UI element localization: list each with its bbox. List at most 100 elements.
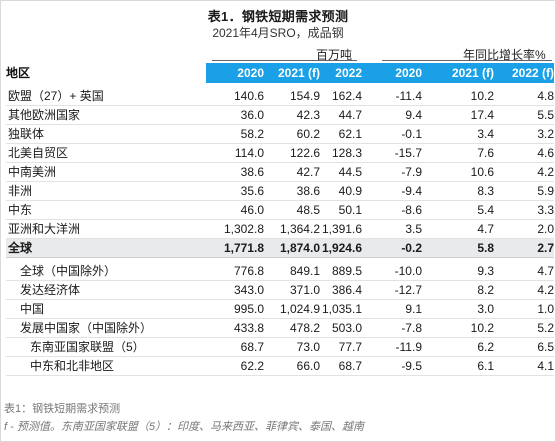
value-cell: 9.3	[477, 264, 494, 278]
value-cell: 4.1	[537, 359, 554, 373]
value-cell: 42.7	[296, 165, 320, 179]
value-cell: 68.7	[240, 340, 264, 354]
value-cell: -11.4	[395, 89, 422, 103]
value-cell: 3.2	[537, 127, 554, 141]
value-cell: 776.8	[233, 264, 264, 278]
value-cell: 995.0	[233, 302, 264, 316]
table-row: 中国 995.0 1,024.9 1,035.1 9.1 3.0 1.0	[6, 300, 554, 319]
value-cell: 162.4	[331, 89, 362, 103]
region-label: 中东和北非地区	[30, 359, 115, 373]
table-row: 发展中国家（中国除外） 433.8 478.2 503.0 -7.8 10.2 5.2	[6, 319, 554, 338]
value-cell: 371.0	[289, 283, 320, 297]
table-row: 发达经济体 343.0 371.0 386.4 -12.7 8.2 4.2	[6, 281, 554, 300]
unit-label-growth-rate: 年同比增长率%	[463, 48, 546, 62]
region-label: 中国	[20, 302, 45, 316]
value-cell: 48.5	[296, 203, 320, 217]
value-cell: 66.0	[296, 359, 320, 373]
region-label: 发达经济体	[20, 283, 81, 297]
value-cell: 503.0	[331, 321, 362, 335]
value-cell: -10.0	[394, 264, 422, 278]
value-cell: 6.1	[477, 359, 494, 373]
value-cell: 44.7	[338, 108, 362, 122]
value-cell: 46.0	[240, 203, 264, 217]
table-caption: 表1：钢铁短期需求预测	[4, 403, 121, 415]
value-cell: 2.0	[537, 222, 554, 236]
value-cell: 3.3	[537, 203, 554, 217]
value-cell: 478.2	[289, 321, 320, 335]
value-cell: 1,924.6	[321, 241, 362, 255]
table-footnote: f - 预测值。东南亚国家联盟（5）：印度、马来西亚、菲律宾、泰国、越南	[4, 421, 364, 433]
region-label: 中南美洲	[8, 165, 57, 179]
value-cell: 3.4	[477, 127, 494, 141]
value-cell: 60.2	[296, 127, 320, 141]
region-label: 其他欧洲国家	[8, 108, 81, 122]
value-cell: 1,035.1	[321, 302, 362, 316]
unit-label-million-tonnes: 百万吨	[316, 48, 353, 62]
value-cell: 38.6	[240, 165, 264, 179]
region-label: 东南亚国家联盟（5）	[30, 340, 145, 354]
value-cell: 5.5	[537, 108, 554, 122]
table-row: 北美自贸区 114.0 122.6 128.3 -15.7 7.6 4.6	[6, 144, 554, 163]
table-row: 东南亚国家联盟（5） 68.7 73.0 77.7 -11.9 6.2 6.5	[6, 338, 554, 357]
value-cell: -7.8	[401, 321, 422, 335]
value-cell: 10.2	[470, 89, 494, 103]
table-header: 地区 2020 2021 (f) 2022 (f) 2020 2021 (f) …	[6, 63, 554, 100]
col-header-2021f-volume: 2021 (f)	[277, 66, 320, 80]
value-cell: 1,024.9	[279, 302, 320, 316]
value-cell: -12.7	[394, 283, 422, 297]
table-subtitle: 2021年4月SRO，成品钢	[212, 26, 344, 40]
table-row: 中南美洲 38.6 42.7 44.5 -7.9 10.6 4.2	[6, 163, 554, 182]
value-cell: 386.4	[331, 283, 362, 297]
value-cell: 343.0	[233, 283, 264, 297]
value-cell: 3.5	[405, 222, 422, 236]
table-row: 欧盟（27）+ 英国 140.6 154.9 162.4 -11.4 10.2 4.8	[6, 87, 554, 106]
region-label: 中东	[8, 203, 33, 217]
region-label: 全球	[8, 241, 33, 255]
value-cell: 3.0	[477, 302, 494, 316]
table-row: 独联体 58.2 60.2 62.1 -0.1 3.4 3.2	[6, 125, 554, 144]
value-cell: 4.7	[537, 264, 554, 278]
col-header-2020-volume: 2020	[237, 66, 264, 80]
value-cell: 128.3	[331, 146, 362, 160]
value-cell: 9.4	[405, 108, 422, 122]
value-cell: 73.0	[296, 340, 320, 354]
value-cell: 1,874.0	[279, 241, 320, 255]
total-row: 全球 1,771.8 1,874.0 1,924.6 -0.2 5.8 2.7	[6, 239, 554, 258]
value-cell: -9.4	[401, 184, 422, 198]
value-cell: 50.1	[338, 203, 362, 217]
value-cell: 58.2	[240, 127, 264, 141]
value-cell: 7.6	[477, 146, 494, 160]
table-row: 中东 46.0 48.5 50.1 -8.6 5.4 3.3	[6, 201, 554, 220]
value-cell: 4.8	[537, 89, 554, 103]
year-header-band	[206, 63, 554, 83]
value-cell: 35.6	[240, 184, 264, 198]
col-header-2021f-growth: 2021 (f)	[451, 66, 494, 80]
value-cell: 5.9	[537, 184, 554, 198]
unit-rule-left	[212, 60, 357, 61]
value-cell: 1,364.2	[279, 222, 320, 236]
value-cell: 2.7	[537, 241, 554, 255]
value-cell: 1,771.8	[223, 241, 264, 255]
value-cell: 36.0	[240, 108, 264, 122]
value-cell: -0.2	[401, 241, 422, 255]
value-cell: 849.1	[289, 264, 320, 278]
region-header: 地区	[6, 66, 31, 80]
region-label: 欧盟（27）+ 英国	[8, 89, 104, 103]
value-cell: 1,302.8	[223, 222, 264, 236]
region-label: 非洲	[8, 184, 33, 198]
col-header-2020-growth: 2020	[395, 66, 422, 80]
table-title: 表1．钢铁短期需求预测	[207, 9, 349, 24]
value-cell: 5.8	[477, 241, 494, 255]
value-cell: 114.0	[234, 146, 264, 160]
value-cell: 62.1	[338, 127, 362, 141]
value-cell: 40.9	[338, 184, 362, 198]
col-header-2022f-growth: 2022 (f)	[511, 66, 554, 80]
value-cell: -9.5	[401, 359, 422, 373]
region-label: 发展中国家（中国除外）	[20, 321, 153, 335]
value-cell: 889.5	[331, 264, 362, 278]
value-cell: 1,391.6	[321, 222, 362, 236]
table-row: 非洲 35.6 38.6 40.9 -9.4 8.3 5.9	[6, 182, 554, 201]
table-row: 全球（中国除外） 776.8 849.1 889.5 -10.0 9.3 4.7	[6, 262, 554, 281]
value-cell: 6.2	[477, 340, 494, 354]
table-row: 亚洲和大洋洲 1,302.8 1,364.2 1,391.6 3.5 4.7 2.0	[6, 220, 554, 239]
